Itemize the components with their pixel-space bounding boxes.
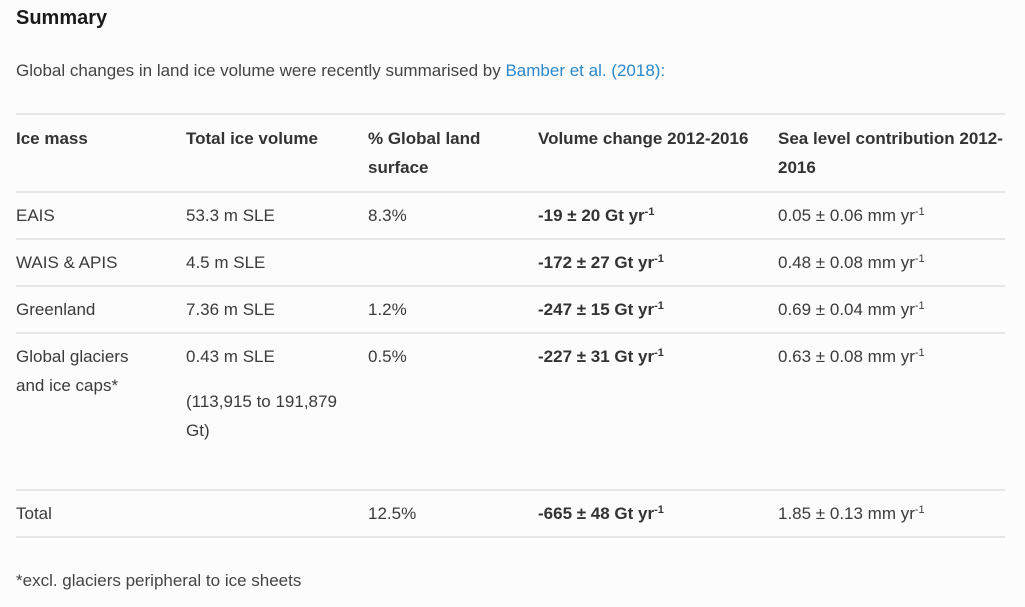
cell-total-volume: 7.36 m SLE [186,285,368,333]
table-row-total: Total 12.5% -665 ± 48 Gt yr-1 1.85 ± 0.1… [16,489,1005,538]
cell-ice-mass: Greenland [16,285,186,333]
cell-volume-change: -227 ± 31 Gt yr-1 [538,332,778,490]
total-volume-value: 0.43 m SLE [186,347,275,366]
exponent: -1 [914,347,925,359]
cell-volume-change: -665 ± 48 Gt yr-1 [538,489,778,538]
cell-ice-mass: EAIS [16,191,186,239]
cell-total-volume: 0.43 m SLE (113,915 to 191,879 Gt) [186,332,368,490]
cell-ice-mass: WAIS & APIS [16,238,186,286]
volume-change-value: -227 ± 31 Gt yr [538,347,655,366]
intro-link-suffix: : [660,61,666,80]
cell-land-surface: 1.2% [368,285,538,333]
header-sea-level: Sea level contribution 2012-2016 [778,113,1005,192]
section-title: Summary [16,7,108,29]
header-volume-change: Volume change 2012-2016 [538,113,778,192]
exponent: -1 [914,504,925,516]
intro-text: Global changes in land ice volume were r… [16,61,506,80]
exponent: -1 [914,300,925,312]
cell-volume-change: -172 ± 27 Gt yr-1 [538,238,778,286]
cell-sea-level: 0.69 ± 0.04 mm yr-1 [778,285,1005,333]
sea-level-value: 0.05 ± 0.06 mm yr [778,206,915,225]
cell-volume-change: -247 ± 15 Gt yr-1 [538,285,778,333]
cell-total-volume: 4.5 m SLE [186,238,368,286]
cell-land-surface: 8.3% [368,191,538,239]
exponent: -1 [914,206,925,218]
table-row: WAIS & APIS 4.5 m SLE -172 ± 27 Gt yr-1 … [16,238,1005,286]
exponent: -1 [914,253,925,265]
cell-land-surface [368,238,538,286]
cell-sea-level: 1.85 ± 0.13 mm yr-1 [778,489,1005,538]
exponent: -1 [654,300,664,312]
exponent: -1 [654,347,664,359]
cell-ice-mass: Total [16,489,186,538]
volume-change-value: -247 ± 15 Gt yr [538,300,655,319]
bamber-citation-link[interactable]: Bamber et al. (2018) [505,61,661,80]
cell-total-volume: 53.3 m SLE [186,191,368,239]
cell-sea-level: 0.63 ± 0.08 mm yr-1 [778,332,1005,490]
table-row: EAIS 53.3 m SLE 8.3% -19 ± 20 Gt yr-1 0.… [16,191,1005,239]
exponent: -1 [654,504,664,516]
header-total-volume: Total ice volume [186,113,368,192]
cell-sea-level: 0.05 ± 0.06 mm yr-1 [778,191,1005,239]
cell-volume-change: -19 ± 20 Gt yr-1 [538,191,778,239]
summary-section: Summary Global changes in land ice volum… [0,0,1005,590]
table-header-row: Ice mass Total ice volume % Global land … [16,113,1005,192]
cell-land-surface: 0.5% [368,332,538,490]
table-row: Global glaciers and ice caps* 0.43 m SLE… [16,332,1005,490]
sea-level-value: 0.63 ± 0.08 mm yr [778,347,915,366]
table-footnote: *excl. glaciers peripheral to ice sheets [16,571,302,590]
sea-level-value: 1.85 ± 0.13 mm yr [778,504,915,523]
cell-total-volume [186,489,368,538]
cell-ice-mass: Global glaciers and ice caps* [16,332,186,490]
intro-paragraph: Global changes in land ice volume were r… [16,60,665,82]
sea-level-value: 0.69 ± 0.04 mm yr [778,300,915,319]
cell-land-surface: 12.5% [368,489,538,538]
table-row: Greenland 7.36 m SLE 1.2% -247 ± 15 Gt y… [16,285,1005,333]
header-ice-mass: Ice mass [16,113,186,192]
volume-change-value: -19 ± 20 Gt yr [538,206,645,225]
exponent: -1 [644,206,655,218]
sea-level-value: 0.48 ± 0.08 mm yr [778,253,915,272]
volume-change-value: -172 ± 27 Gt yr [538,253,655,272]
exponent: -1 [654,253,664,265]
land-ice-table: Ice mass Total ice volume % Global land … [16,113,1005,538]
volume-change-value: -665 ± 48 Gt yr [538,504,655,523]
total-volume-range: (113,915 to 191,879 Gt) [186,392,337,440]
header-land-surface: % Global land surface [368,113,538,192]
cell-sea-level: 0.48 ± 0.08 mm yr-1 [778,238,1005,286]
